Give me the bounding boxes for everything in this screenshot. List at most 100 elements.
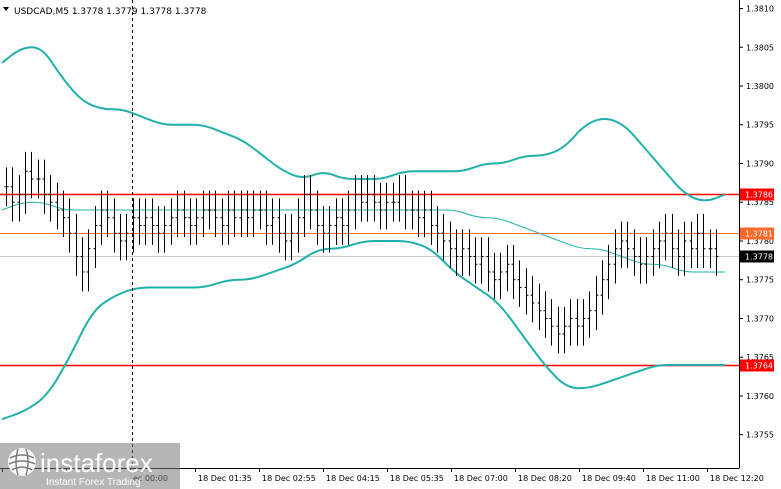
ohlc-bar[interactable] bbox=[651, 229, 656, 276]
ohlc-bar[interactable] bbox=[118, 213, 123, 261]
ohlc-bar[interactable] bbox=[435, 206, 440, 253]
ohlc-bar[interactable] bbox=[93, 206, 98, 269]
ohlc-bar[interactable] bbox=[638, 237, 643, 284]
ohlc-bar[interactable] bbox=[517, 260, 522, 307]
ohlc-bar[interactable] bbox=[150, 198, 155, 245]
ohlc-bar[interactable] bbox=[486, 237, 491, 292]
ohlc-bar[interactable] bbox=[682, 221, 687, 276]
ohlc-bar[interactable] bbox=[143, 198, 148, 245]
ohlc-bar[interactable] bbox=[99, 190, 104, 245]
ohlc-bar[interactable] bbox=[258, 190, 263, 230]
ohlc-bar[interactable] bbox=[213, 190, 218, 238]
ohlc-bar[interactable] bbox=[340, 198, 345, 245]
ohlc-bar[interactable] bbox=[86, 229, 91, 292]
ohlc-bar[interactable] bbox=[270, 198, 275, 245]
ohlc-bar[interactable] bbox=[346, 190, 351, 245]
ohlc-bar[interactable] bbox=[17, 175, 22, 222]
ohlc-bar[interactable] bbox=[302, 175, 307, 238]
ohlc-bar[interactable] bbox=[492, 252, 497, 300]
ohlc-bar[interactable] bbox=[594, 275, 599, 331]
ohlc-bar[interactable] bbox=[581, 299, 586, 346]
ohlc-bar[interactable] bbox=[131, 198, 136, 253]
ohlc-bar[interactable] bbox=[201, 190, 206, 238]
ohlc-bar[interactable] bbox=[283, 213, 288, 261]
ohlc-bar[interactable] bbox=[264, 190, 269, 245]
ohlc-bar[interactable] bbox=[55, 182, 60, 230]
ohlc-bar[interactable] bbox=[701, 213, 706, 269]
ohlc-bar[interactable] bbox=[619, 221, 624, 269]
ohlc-bar[interactable] bbox=[245, 190, 250, 238]
ohlc-bar[interactable] bbox=[549, 299, 554, 346]
ohlc-bar[interactable] bbox=[327, 206, 332, 253]
ohlc-bar[interactable] bbox=[378, 182, 383, 230]
ohlc-bar[interactable] bbox=[36, 159, 41, 199]
ohlc-bar[interactable] bbox=[410, 190, 415, 230]
ohlc-bar[interactable] bbox=[397, 175, 402, 222]
ohlc-bar[interactable] bbox=[663, 213, 668, 261]
ohlc-bar[interactable] bbox=[308, 175, 313, 230]
ohlc-bar[interactable] bbox=[695, 213, 700, 269]
ohlc-bar[interactable] bbox=[188, 198, 193, 245]
ohlc-bar[interactable] bbox=[708, 229, 713, 269]
ohlc-bar[interactable] bbox=[315, 190, 320, 245]
ohlc-bar[interactable] bbox=[29, 151, 34, 199]
ohlc-bar[interactable] bbox=[568, 299, 573, 346]
ohlc-bar[interactable] bbox=[524, 268, 529, 315]
ohlc-bar[interactable] bbox=[511, 244, 516, 300]
ohlc-bar[interactable] bbox=[112, 198, 117, 253]
ohlc-bar[interactable] bbox=[162, 206, 167, 253]
ohlc-bar[interactable] bbox=[372, 175, 377, 222]
ohlc-bar[interactable] bbox=[460, 229, 465, 276]
ohlc-bar[interactable] bbox=[543, 291, 548, 338]
ohlc-bar[interactable] bbox=[10, 167, 15, 222]
ohlc-bar[interactable] bbox=[207, 190, 212, 230]
ohlc-bar[interactable] bbox=[632, 229, 637, 276]
ohlc-bar[interactable] bbox=[498, 252, 503, 300]
ohlc-bar[interactable] bbox=[296, 198, 301, 253]
ohlc-bar[interactable] bbox=[175, 190, 180, 238]
ohlc-bar[interactable] bbox=[182, 190, 187, 238]
ohlc-bar[interactable] bbox=[124, 213, 129, 261]
ohlc-bar[interactable] bbox=[334, 198, 339, 245]
ohlc-bar[interactable] bbox=[251, 190, 256, 238]
ohlc-bar[interactable] bbox=[454, 229, 459, 276]
ohlc-bar[interactable] bbox=[644, 237, 649, 284]
ohlc-bar[interactable] bbox=[232, 190, 237, 238]
ohlc-bar[interactable] bbox=[61, 190, 66, 238]
ohlc-bar[interactable] bbox=[384, 182, 389, 230]
ohlc-bar[interactable] bbox=[226, 190, 231, 245]
ohlc-bar[interactable] bbox=[365, 175, 370, 222]
ohlc-bar[interactable] bbox=[422, 190, 427, 238]
ohlc-bar[interactable] bbox=[613, 229, 618, 284]
ohlc-bar[interactable] bbox=[657, 221, 662, 269]
ohlc-bar[interactable] bbox=[530, 275, 535, 323]
ohlc-bar[interactable] bbox=[587, 291, 592, 338]
ohlc-bar[interactable] bbox=[277, 198, 282, 253]
ohlc-bar[interactable] bbox=[156, 206, 161, 253]
ohlc-bar[interactable] bbox=[403, 175, 408, 230]
ohlc-bar[interactable] bbox=[562, 306, 567, 354]
ohlc-bar[interactable] bbox=[429, 190, 434, 245]
ohlc-bar[interactable] bbox=[289, 213, 294, 261]
triangle-down-icon[interactable] bbox=[3, 7, 9, 11]
ohlc-bar[interactable] bbox=[505, 244, 510, 292]
ohlc-bar[interactable] bbox=[479, 237, 484, 284]
ohlc-bar[interactable] bbox=[416, 190, 421, 238]
ohlc-bar[interactable] bbox=[537, 283, 542, 331]
ohlc-bar[interactable] bbox=[606, 244, 611, 300]
ohlc-bar[interactable] bbox=[676, 229, 681, 276]
ohlc-bar[interactable] bbox=[448, 221, 453, 269]
ohlc-bar[interactable] bbox=[239, 190, 244, 238]
ohlc-bar[interactable] bbox=[67, 198, 72, 253]
ohlc-bar[interactable] bbox=[714, 229, 719, 276]
ohlc-bar[interactable] bbox=[23, 151, 28, 214]
ohlc-bar[interactable] bbox=[80, 237, 85, 292]
ohlc-bar[interactable] bbox=[42, 159, 47, 214]
ohlc-bar[interactable] bbox=[473, 237, 478, 284]
ohlc-bar[interactable] bbox=[353, 175, 358, 230]
ohlc-bar[interactable] bbox=[105, 190, 110, 238]
ohlc-bar[interactable] bbox=[689, 221, 694, 269]
ohlc-bar[interactable] bbox=[625, 221, 630, 269]
ohlc-bar[interactable] bbox=[321, 206, 326, 253]
